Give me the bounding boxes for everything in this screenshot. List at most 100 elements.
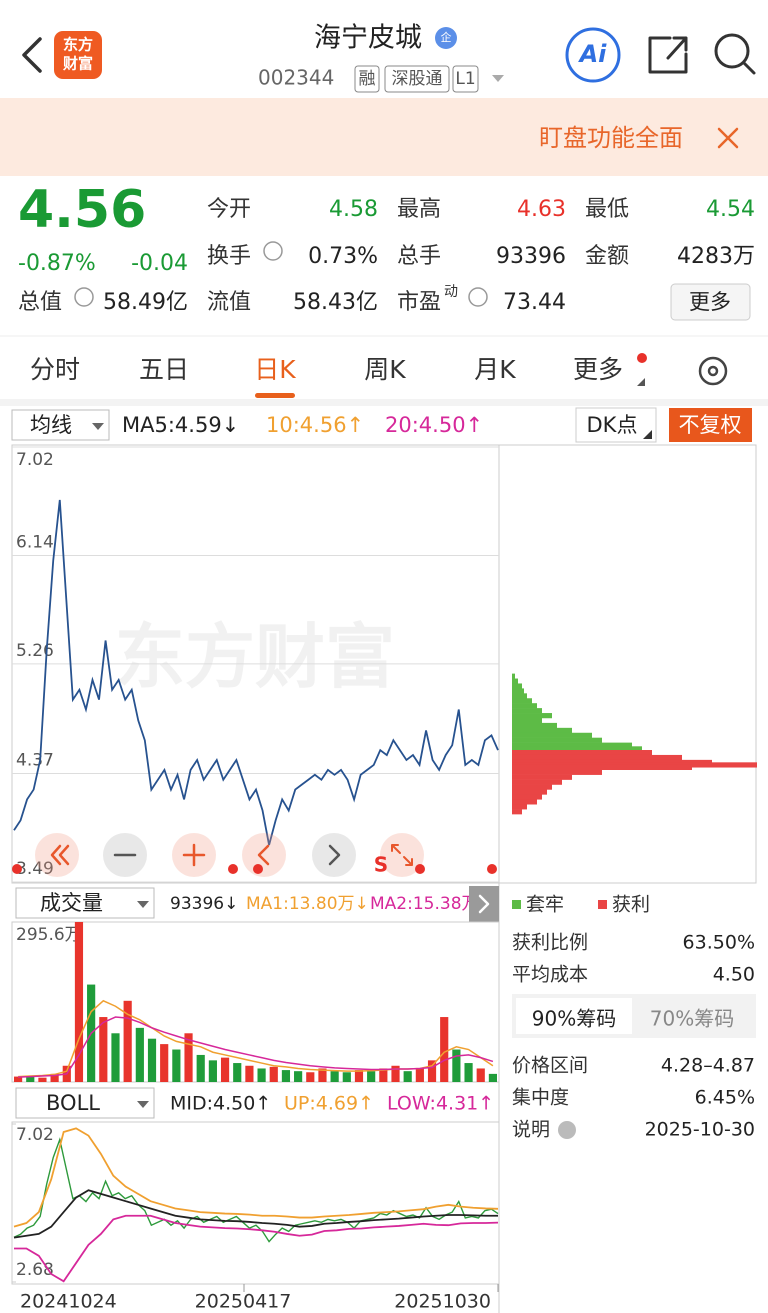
volume-bar: [367, 1071, 376, 1082]
boll-value: LOW:4.31↑: [387, 1093, 494, 1115]
stat-value: 2025-10-30: [645, 1119, 755, 1141]
settings[interactable]: [698, 356, 728, 386]
boll-line: [14, 1214, 499, 1283]
stat-label: 市盈: [397, 290, 441, 315]
chart-control[interactable]: [35, 833, 79, 877]
volume-bar: [147, 1038, 157, 1082]
chart-frame: [11, 921, 500, 1083]
chip-bar: [512, 688, 524, 694]
ai-button[interactable]: [565, 27, 621, 83]
event-dot: [415, 864, 425, 874]
watermark: 东方财富: [115, 616, 395, 698]
vol-ma: MA1:13.80万↓: [246, 894, 369, 914]
adjust-button[interactable]: [669, 408, 752, 442]
chart-control[interactable]: [312, 833, 356, 877]
volume-bar: [26, 1075, 35, 1082]
tab[interactable]: 五日: [139, 355, 189, 384]
tab-active: [516, 998, 632, 1034]
chart-control[interactable]: [380, 833, 424, 877]
volume-bar: [257, 1068, 266, 1082]
vol-ma: MA2:15.38万↓: [370, 894, 493, 914]
back-button[interactable]: [22, 37, 42, 73]
tab[interactable]: 周K: [364, 355, 406, 384]
chip-bar: [512, 703, 537, 709]
last-price: 4.56: [18, 180, 146, 240]
caret: [492, 75, 504, 82]
stat-label: 获利比例: [512, 932, 588, 954]
selector[interactable]: [11, 409, 110, 441]
tag-box: [452, 65, 479, 93]
volume-bar: [269, 1066, 278, 1082]
chip-bar: [512, 794, 542, 800]
dk-button[interactable]: [575, 407, 657, 443]
selector[interactable]: [15, 887, 155, 919]
volume-bar: [99, 1017, 108, 1082]
stat-value: 4.50: [713, 964, 755, 986]
share-button[interactable]: [648, 36, 688, 74]
volume-bar: [38, 1077, 47, 1082]
event-dot: [12, 864, 22, 874]
volume-bar: [245, 1065, 254, 1082]
volume-bar: [306, 1072, 315, 1082]
caret: [137, 901, 149, 908]
selector-text: BOLL: [46, 1091, 100, 1115]
stat-label: 今开: [207, 197, 251, 222]
volume-bar: [220, 1057, 230, 1082]
stat-value: 58.49亿: [103, 290, 188, 315]
volume-bar: [233, 1063, 242, 1082]
tab[interactable]: 分时: [30, 355, 80, 384]
x-label: 20251030: [394, 1291, 491, 1313]
tab[interactable]: 日K: [254, 355, 296, 384]
ma-value: 20:4.50↑: [385, 413, 483, 437]
chip-bar: [512, 774, 572, 780]
y-tick-label: 7.02: [16, 450, 54, 470]
stat-label: 总手: [397, 244, 441, 269]
chip-bar: [512, 722, 557, 729]
stat-value: 93396: [496, 244, 566, 269]
info-icon: [468, 287, 488, 307]
volume-bar: [318, 1068, 327, 1082]
stat-value: 4.28–4.87: [661, 1055, 755, 1077]
chart-control[interactable]: [242, 833, 286, 877]
tag-box: [384, 65, 450, 93]
volume-bar: [354, 1070, 364, 1082]
chip-bar: [512, 789, 547, 795]
badge: [435, 27, 457, 49]
stat-value: 4.58: [329, 197, 378, 222]
corner: [643, 430, 652, 439]
chip-tab[interactable]: 90%筹码: [532, 1007, 616, 1031]
chip-bar: [512, 809, 522, 815]
event-dot: [487, 864, 497, 874]
volume-bar: [476, 1068, 485, 1082]
stat-label: 平均成本: [512, 964, 588, 986]
banner-close[interactable]: [717, 127, 739, 149]
tab[interactable]: 月K: [474, 355, 516, 384]
legend-label: 获利: [612, 894, 650, 916]
marker-s: S: [374, 853, 388, 877]
search-handle: [742, 61, 756, 75]
volume-bar: [415, 1068, 424, 1082]
volume-bar: [74, 922, 84, 1082]
stat-sup: 动: [444, 284, 458, 300]
search-button[interactable]: [714, 33, 750, 69]
chip-bar: [512, 750, 652, 756]
badge-text: 企: [441, 30, 452, 44]
chip-tab[interactable]: 70%筹码: [650, 1007, 734, 1031]
chip-bar: [512, 799, 537, 805]
chip-bar: [512, 769, 602, 775]
info-icon: [74, 287, 94, 307]
boll-value: UP:4.69↑: [284, 1093, 374, 1115]
stat-value: 4.54: [706, 197, 755, 222]
logo-text: 财富: [63, 55, 93, 73]
tag: L1: [455, 69, 475, 89]
selector[interactable]: [15, 1087, 155, 1119]
stat-label: 总值: [18, 290, 62, 315]
volume-bar: [208, 1060, 217, 1082]
more-button[interactable]: [670, 283, 751, 321]
red-dot: [637, 353, 647, 363]
volume-bar: [330, 1071, 339, 1082]
expand-button[interactable]: [469, 886, 499, 922]
tab[interactable]: 更多: [573, 355, 623, 384]
y-tick-label: 295.6万: [16, 925, 82, 945]
volume-bar: [172, 1049, 181, 1082]
